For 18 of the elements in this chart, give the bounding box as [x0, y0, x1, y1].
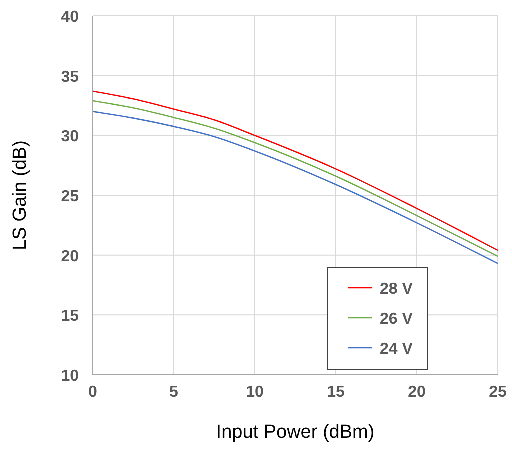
x-tick-label: 5 — [170, 384, 179, 401]
y-tick-label: 25 — [61, 188, 80, 206]
y-tick-label: 40 — [61, 9, 80, 26]
x-axis-title: Input Power (dBm) — [216, 422, 375, 443]
y-tick-label: 20 — [61, 248, 80, 266]
x-tick-label: 0 — [88, 384, 98, 401]
x-tick-label: 10 — [246, 384, 264, 401]
x-tick-label: 25 — [489, 384, 507, 401]
legend-label: 28 V — [380, 281, 414, 298]
y-axis-title: LS Gain (dB) — [10, 140, 31, 250]
y-tick-label: 30 — [61, 128, 80, 146]
y-tick-label: 35 — [61, 68, 80, 86]
legend-label: 24 V — [380, 341, 414, 358]
x-tick-label: 20 — [408, 384, 426, 401]
y-tick-label: 15 — [61, 308, 80, 326]
legend-label: 26 V — [380, 311, 414, 328]
y-tick-label: 10 — [61, 368, 80, 385]
x-tick-label: 15 — [327, 384, 345, 401]
